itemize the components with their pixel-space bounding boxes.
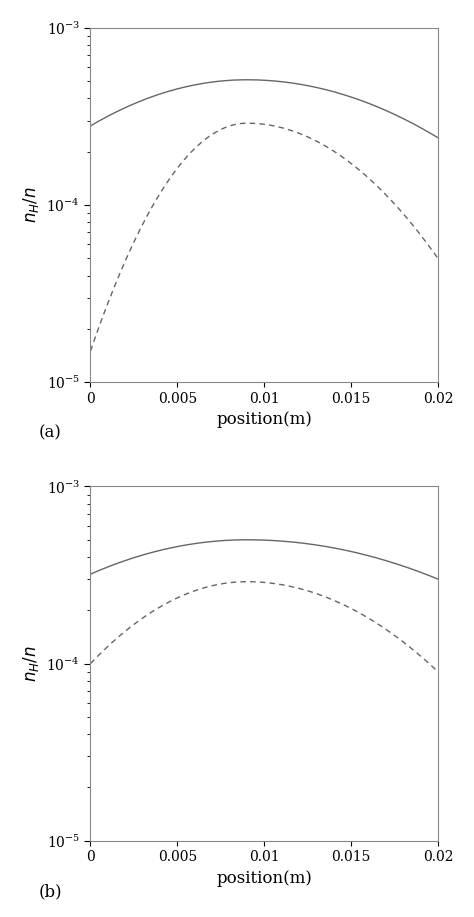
X-axis label: position(m): position(m) [216,412,312,428]
Y-axis label: $n_H/n$: $n_H/n$ [21,646,41,682]
Y-axis label: $n_H/n$: $n_H/n$ [21,187,41,224]
Text: (b): (b) [38,883,62,900]
X-axis label: position(m): position(m) [216,870,312,887]
Text: (a): (a) [38,425,61,442]
